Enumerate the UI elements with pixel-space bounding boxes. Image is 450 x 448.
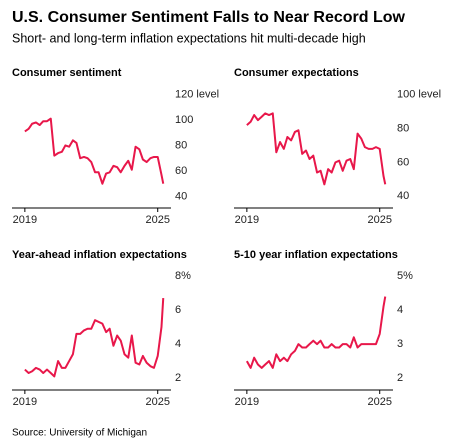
x-tick-label: 2025 — [145, 214, 169, 226]
y-tick-label: 2 — [175, 372, 181, 384]
page-title: U.S. Consumer Sentiment Falls to Near Re… — [12, 9, 406, 26]
panel-title: Consumer sentiment — [12, 67, 122, 79]
panel-title: Year-ahead inflation expectations — [12, 249, 187, 261]
x-tick-label: 2025 — [367, 396, 391, 408]
x-tick-label: 2019 — [235, 214, 259, 226]
data-line — [246, 112, 387, 186]
x-tick-label: 2025 — [367, 214, 391, 226]
y-tick-label: 3 — [397, 338, 403, 350]
y-tick-label: 5% — [397, 270, 413, 282]
x-tick-label: 2019 — [235, 396, 259, 408]
y-tick-label: 2 — [397, 372, 403, 384]
data-line — [245, 296, 387, 369]
y-tick-label: 120 level — [175, 88, 219, 100]
y-tick-label: 100 level — [397, 89, 441, 101]
y-tick-label: 100 — [175, 114, 193, 126]
y-tick-label: 8% — [175, 270, 191, 282]
y-tick-label: 4 — [175, 338, 181, 350]
y-tick-label: 60 — [175, 165, 187, 177]
y-tick-label: 60 — [397, 156, 409, 168]
y-tick-label: 80 — [175, 139, 187, 151]
source: Source: University of Michigan — [12, 428, 147, 439]
data-line — [24, 298, 165, 378]
y-tick-label: 6 — [175, 304, 181, 316]
panel-title: Consumer expectations — [234, 67, 359, 79]
x-tick-label: 2019 — [13, 396, 37, 408]
x-tick-label: 2025 — [145, 396, 169, 408]
y-tick-label: 4 — [397, 304, 403, 316]
x-tick-label: 2019 — [13, 214, 37, 226]
data-line — [24, 117, 165, 185]
y-tick-label: 80 — [397, 122, 409, 134]
y-tick-label: 40 — [175, 190, 187, 202]
y-tick-label: 40 — [397, 190, 409, 202]
panel-title: 5-10 year inflation expectations — [234, 249, 398, 261]
page-subtitle: Short- and long-term inflation expectati… — [12, 31, 366, 45]
